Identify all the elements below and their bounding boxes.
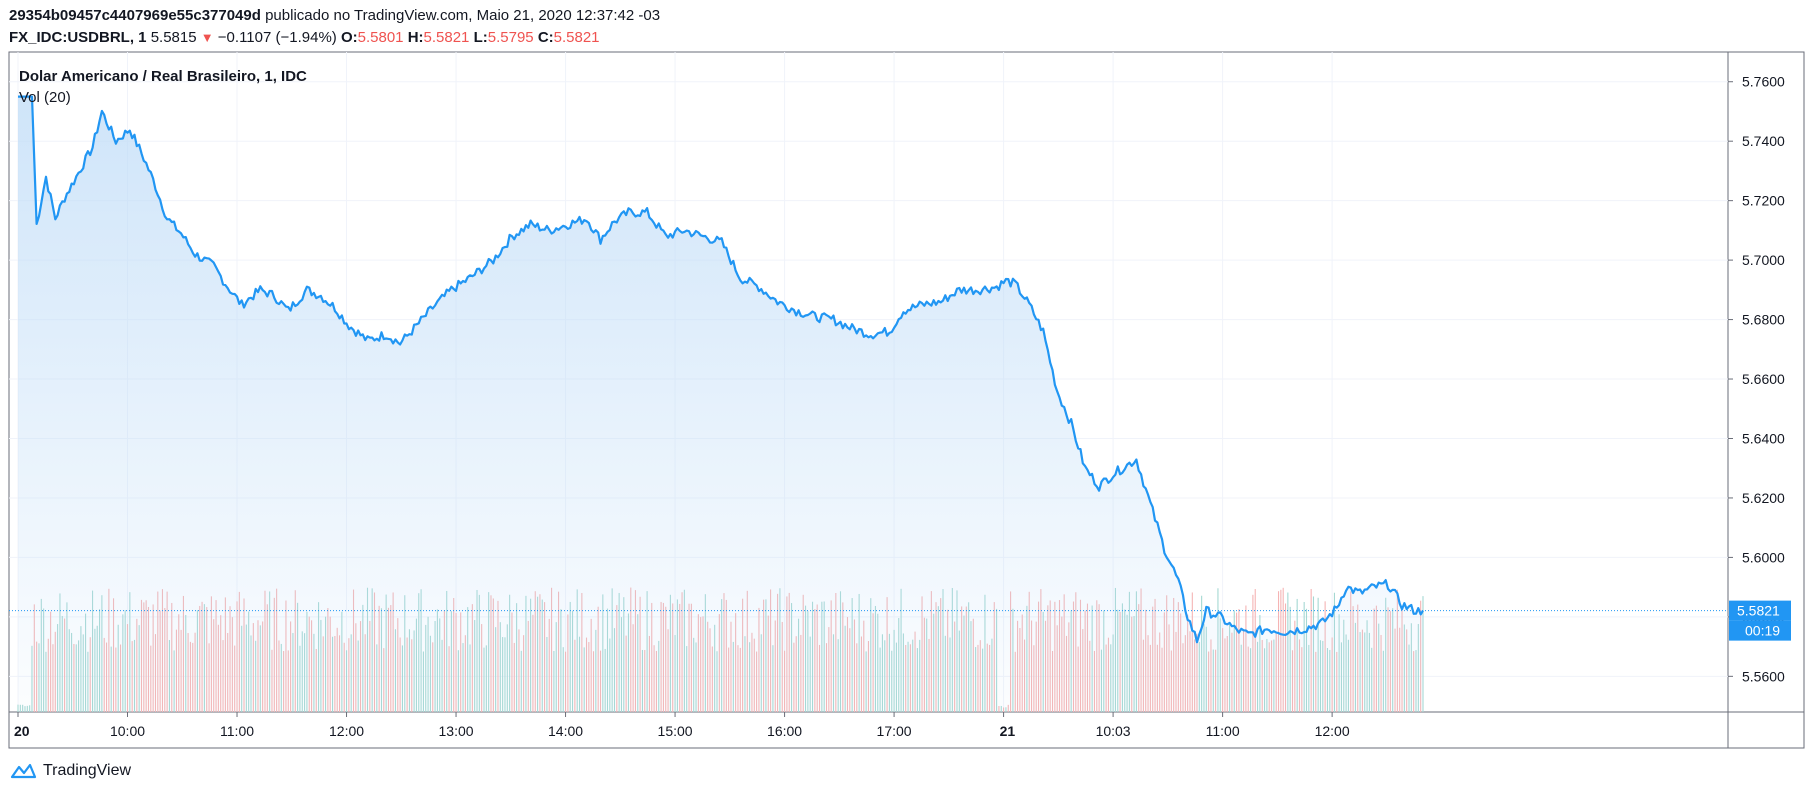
x-tick-label: 10:03 [1096,723,1131,739]
ohlc-legend: FX_IDC:USDBRL, 1 5.5815 ▼ −0.1107 (−1.94… [9,29,600,47]
y-tick-label: 5.7200 [1742,193,1785,209]
price-line [18,95,1424,644]
x-tick-label: 12:00 [1315,723,1350,739]
countdown-tag [1729,620,1791,641]
x-tick-label: 13:00 [439,723,474,739]
low-label: L: [473,29,488,46]
x-tick-label: 20 [14,723,30,739]
y-tick-label: 5.6600 [1742,371,1785,387]
y-tick-label: 5.5600 [1742,668,1785,684]
x-tick-label: 12:00 [329,723,364,739]
y-tick-label: 5.7000 [1742,252,1785,268]
chart-frame [8,51,1805,749]
brand-name: TradingView [43,762,132,779]
x-tick-label: 15:00 [658,723,693,739]
publish-id: 29354b09457c4407969e55c377049d [9,7,261,24]
low-value: 5.5795 [487,29,534,46]
y-tick-label: 5.7400 [1742,133,1785,149]
publish-text: publicado no TradingView.com, Maio 21, 2… [265,7,661,24]
countdown-label: 00:19 [1745,623,1780,639]
down-arrow-icon: ▼ [200,30,214,45]
chart-title: Dolar Americano / Real Brasileiro, 1, ID… [19,68,307,85]
x-tick-label: 21 [1000,723,1016,739]
publish-info: 29354b09457c4407969e55c377049d publicado… [9,7,660,25]
last-price-label: 5.5821 [1737,603,1780,619]
x-tick-label: 10:00 [110,723,145,739]
volume-indicator-label: Vol (20) [19,89,71,106]
high-value: 5.5821 [423,29,470,46]
x-tick-label: 17:00 [877,723,912,739]
tradingview-cloud-icon [10,763,37,779]
x-tick-label: 16:00 [767,723,802,739]
close-value: 5.5821 [553,29,600,46]
x-tick-label: 11:00 [1206,723,1240,739]
price-chart[interactable]: 5.7600 5.7400 5.7200 5.7000 5.6800 5.6600 5.64… [0,0,1805,760]
price-change: −0.1107 (−1.94%) [217,29,337,46]
y-tick-label: 5.6000 [1742,549,1785,565]
price-area-fill [18,96,1423,713]
open-label: O: [340,29,358,46]
x-tick-label: 11:00 [220,723,254,739]
close-label: C: [537,29,554,46]
symbol-name: FX_IDC:USDBRL, 1 [9,29,147,46]
open-value: 5.5801 [357,29,404,46]
tradingview-logo: TradingView [9,762,131,780]
last-price: 5.5815 [150,29,197,46]
y-tick-label: 5.7600 [1742,74,1785,90]
y-tick-label: 5.6200 [1742,490,1785,506]
y-tick-label: 5.6800 [1742,312,1785,328]
y-tick-label: 5.6400 [1742,430,1785,446]
x-tick-label: 14:00 [548,723,583,739]
last-price-tag [1729,600,1791,621]
high-label: H: [407,29,424,46]
